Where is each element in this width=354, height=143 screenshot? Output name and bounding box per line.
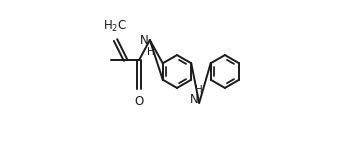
Text: H: H bbox=[195, 85, 203, 95]
Text: N: N bbox=[190, 93, 199, 106]
Text: H$_2$C: H$_2$C bbox=[103, 18, 127, 34]
Text: H: H bbox=[147, 47, 154, 57]
Text: O: O bbox=[135, 95, 144, 108]
Text: N: N bbox=[141, 34, 149, 46]
